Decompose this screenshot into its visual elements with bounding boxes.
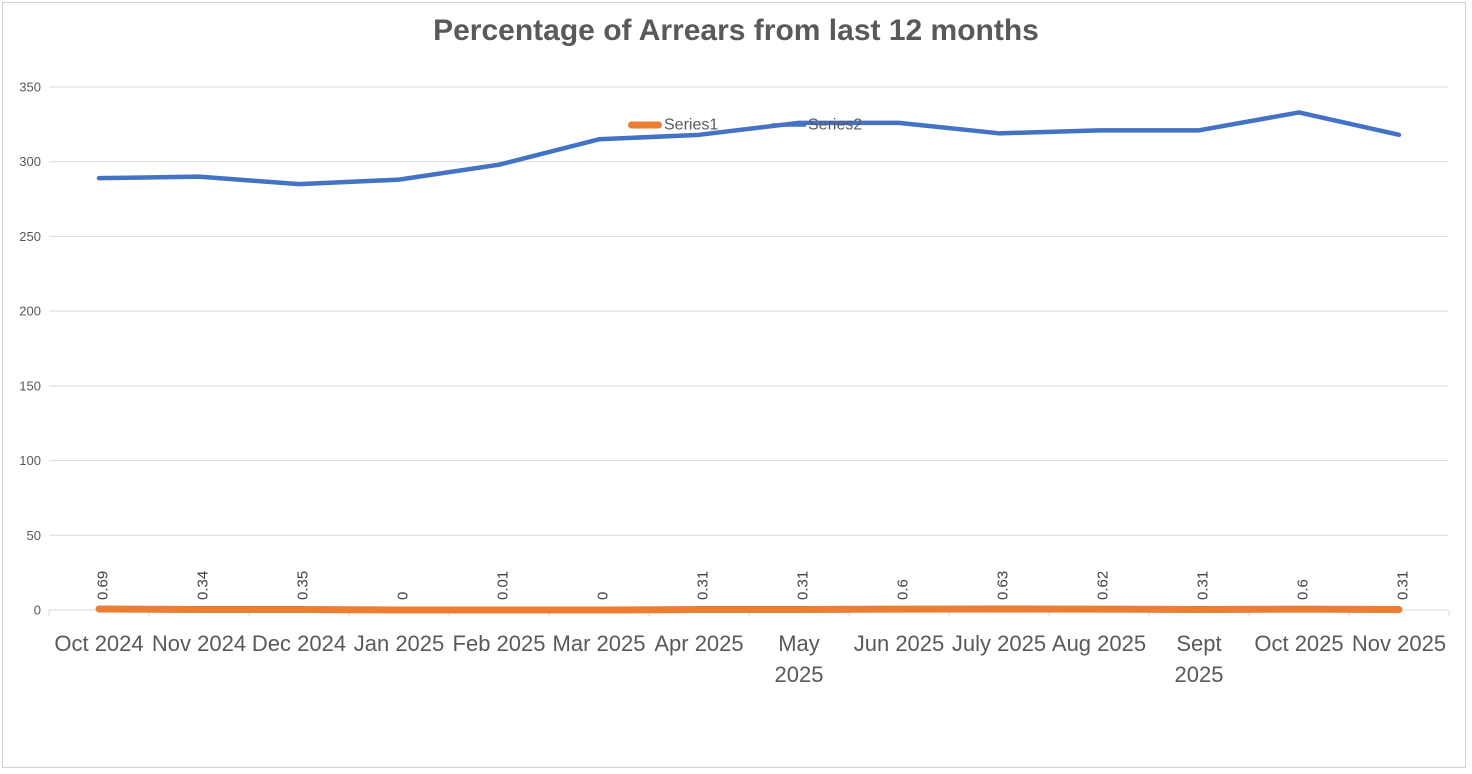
x-axis-category-label: Apr 2025 [654, 631, 743, 656]
x-axis-category-label: Jan 2025 [354, 631, 445, 656]
series1-data-label: 0.31 [1195, 571, 1212, 600]
y-axis-tick-label: 350 [19, 80, 41, 95]
series1-data-label: 0.31 [795, 571, 812, 600]
series1-data-label: 0.69 [95, 571, 112, 600]
series1-data-label: 0.62 [1095, 571, 1112, 600]
x-axis-category-label: Oct 2025 [1254, 631, 1343, 656]
x-axis-category-label: Nov 2025 [1352, 631, 1446, 656]
y-axis-tick-label: 50 [27, 528, 41, 543]
series1-data-label: 0.6 [1295, 579, 1312, 600]
series1-data-label: 0.6 [895, 579, 912, 600]
chart-title: Percentage of Arrears from last 12 month… [433, 14, 1039, 47]
legend-series2-label: Series2 [808, 117, 862, 134]
series1-data-label: 0 [395, 592, 412, 600]
x-axis-category-label: Jun 2025 [854, 631, 945, 656]
legend-series1-marker-icon [628, 121, 662, 129]
y-axis-tick-label: 0 [34, 603, 41, 618]
x-axis-category-label: Dec 2024 [252, 631, 346, 656]
series1-data-label: 0.63 [995, 571, 1012, 600]
series1-data-label: 0 [595, 592, 612, 600]
x-axis-category-label: Mar 2025 [553, 631, 646, 656]
x-axis-category-label: May 2025 [775, 631, 824, 687]
legend-series1-label: Series1 [664, 117, 718, 134]
y-axis-tick-label: 150 [19, 378, 41, 393]
series1-data-label: 0.31 [1395, 571, 1412, 600]
y-axis-tick-label: 250 [19, 229, 41, 244]
series1-data-label: 0.34 [195, 571, 212, 600]
series1-data-label: 0.31 [695, 571, 712, 600]
series1-data-label: 0.35 [295, 571, 312, 600]
series1-line [95, 605, 1403, 614]
y-axis-tick-label: 100 [19, 453, 41, 468]
x-axis-category-label: Nov 2024 [152, 631, 246, 656]
y-axis-tick-label: 200 [19, 304, 41, 319]
x-axis-category-label: Sept 2025 [1175, 631, 1224, 687]
y-axis-tick-label: 300 [19, 154, 41, 169]
x-axis-category-label: Feb 2025 [453, 631, 546, 656]
x-axis-category-label: Oct 2024 [54, 631, 143, 656]
series1-data-label: 0.01 [495, 571, 512, 600]
x-axis-category-label: July 2025 [952, 631, 1046, 656]
series2-line [96, 110, 1402, 187]
x-axis-category-label: Aug 2025 [1052, 631, 1146, 656]
